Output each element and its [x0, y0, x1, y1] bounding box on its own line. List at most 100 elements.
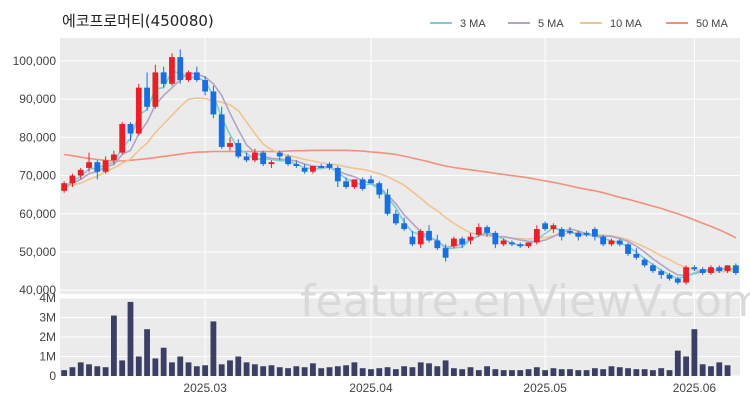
volume-bar — [683, 356, 689, 376]
candle — [442, 244, 449, 262]
candle-body — [368, 179, 374, 184]
candle-body — [227, 143, 233, 147]
volume-bar — [567, 369, 573, 376]
volume-bar — [509, 370, 515, 376]
candle-body — [509, 242, 515, 245]
candle-body — [641, 259, 648, 266]
volume-bar — [426, 363, 432, 376]
candle-body — [650, 265, 656, 272]
candle-body — [334, 167, 341, 182]
volume-tick-label: 4M — [39, 291, 56, 305]
volume-bar — [102, 367, 109, 376]
volume-bar — [193, 366, 200, 376]
candle — [102, 156, 109, 174]
candle — [111, 150, 117, 165]
volume-bar — [276, 367, 283, 376]
candle — [600, 234, 607, 247]
candle — [533, 225, 540, 245]
candle — [475, 223, 482, 237]
candle — [69, 173, 76, 188]
candle — [384, 188, 391, 216]
candle — [575, 230, 582, 241]
candle-body — [699, 269, 706, 273]
candle — [467, 232, 474, 245]
legend-item: 3 MA — [430, 18, 486, 30]
candle-body — [708, 267, 714, 273]
candle — [608, 238, 615, 247]
candle — [293, 160, 300, 168]
price-axis-ticks: 40,000 50,000 60,000 70,000 80,000 90,000 100,… — [13, 54, 57, 297]
volume-bar — [177, 356, 184, 376]
candle — [276, 150, 283, 161]
volume-bar — [716, 362, 723, 376]
legend-label: 50 MA — [696, 18, 728, 30]
volume-bar — [169, 362, 175, 376]
volume-bar — [724, 365, 731, 376]
volume-bar — [351, 362, 358, 376]
candle — [641, 257, 648, 268]
price-tick-label: 100,000 — [13, 54, 57, 68]
moving-average-lines — [63, 70, 737, 280]
candle-body — [243, 156, 250, 161]
candle — [368, 175, 374, 184]
date-axis-ticks: 2025.03 2025.04 2025.05 2025.06 — [183, 381, 716, 395]
candle-body — [293, 164, 300, 166]
candle-body — [732, 265, 739, 273]
candle-body — [558, 229, 565, 237]
candle — [61, 181, 68, 193]
candle-body — [326, 164, 333, 168]
candle — [268, 160, 275, 168]
candle — [251, 148, 258, 163]
candle-body — [616, 240, 623, 245]
candle — [451, 236, 457, 249]
candle-body — [716, 267, 723, 272]
volume-bar — [666, 370, 673, 376]
candle — [724, 265, 731, 273]
candle — [500, 238, 507, 247]
volume-bar — [86, 364, 92, 376]
volume-bar — [575, 370, 582, 376]
volume-bar — [608, 366, 615, 376]
date-tick-label: 2025.03 — [183, 381, 227, 395]
volume-bar — [210, 321, 217, 376]
candle-body — [666, 274, 673, 279]
volume-bar — [442, 360, 449, 376]
candle — [218, 106, 225, 149]
candle — [351, 179, 358, 189]
candle-body — [193, 72, 200, 81]
volume-bar — [558, 369, 565, 376]
legend-label: 3 MA — [460, 18, 486, 30]
volume-bar — [119, 360, 126, 376]
candle — [459, 236, 466, 249]
watermark: feature.enViewV.com — [300, 276, 750, 327]
volume-bar — [641, 369, 648, 376]
candle-body — [359, 179, 366, 189]
volume-bar — [459, 369, 466, 376]
candle — [691, 265, 698, 272]
candle — [86, 152, 92, 172]
volume-bar — [235, 356, 242, 376]
volume-bar — [434, 366, 441, 376]
candle — [542, 221, 549, 231]
candle-body — [384, 194, 391, 214]
candle-body — [392, 213, 399, 224]
candle-body — [475, 227, 482, 235]
candle-body — [210, 91, 217, 115]
price-tick-label: 40,000 — [19, 283, 56, 297]
candle — [160, 66, 167, 88]
volume-bar — [492, 369, 499, 376]
volume-bar — [144, 329, 150, 376]
volume-bar — [475, 370, 482, 376]
volume-bar — [550, 368, 557, 376]
candle-body — [160, 72, 167, 84]
volume-bar — [77, 362, 84, 376]
candle — [334, 166, 341, 188]
candle-body — [251, 152, 258, 161]
volume-bar — [401, 366, 408, 376]
legend-label: 5 MA — [538, 18, 564, 30]
candle — [260, 150, 267, 166]
candle — [185, 70, 192, 82]
candlesticks — [61, 49, 739, 285]
candle-body — [724, 265, 731, 272]
candle — [517, 242, 524, 249]
